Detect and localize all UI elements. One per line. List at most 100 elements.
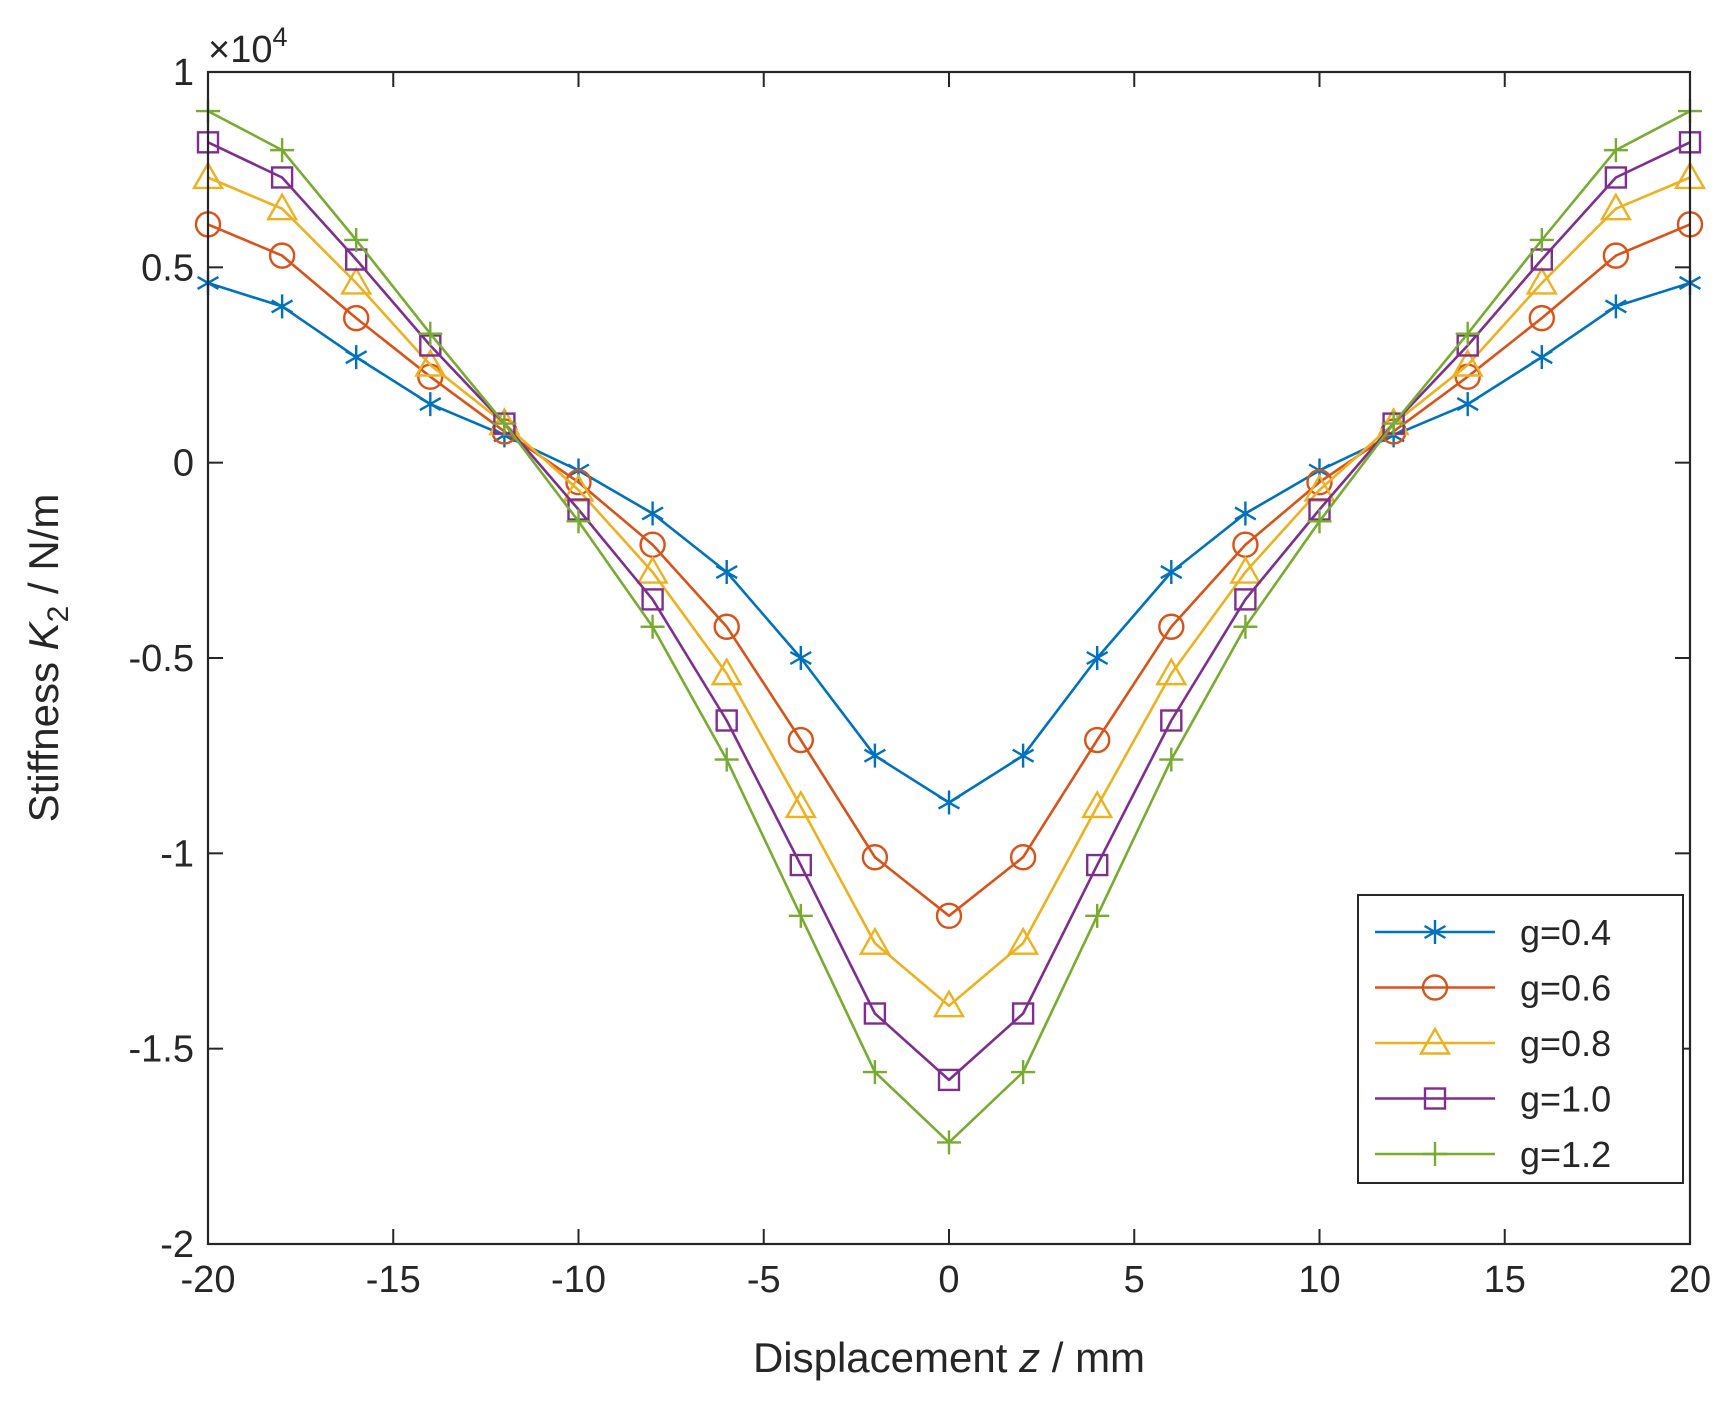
- data-point-g=0.8-7: [710, 657, 743, 686]
- data-point-g=1.0-1: [270, 166, 294, 189]
- legend-marker: [1423, 1087, 1447, 1110]
- data-point-g=0.6-5: [565, 469, 592, 496]
- series-g=0.6: [194, 211, 1704, 930]
- x-label-prefix: Displacement: [753, 1334, 1019, 1381]
- x-tick-label: 20: [1669, 1259, 1711, 1301]
- data-point-g=0.6-2: [343, 304, 370, 332]
- x-axis-label: Displacement z / mm: [753, 1334, 1145, 1381]
- data-point-g=0.4-19: [1604, 294, 1627, 319]
- legend-marker: [1418, 1026, 1452, 1055]
- y-tick-label: 1: [173, 52, 194, 94]
- y-axis-exponent: ×104: [208, 22, 288, 71]
- data-point-g=1.2-10: [937, 1130, 961, 1155]
- y-tick-label: -1.5: [129, 1029, 194, 1071]
- data-point-g=0.6-9: [861, 844, 889, 871]
- data-point-g=0.8-17: [1451, 348, 1484, 377]
- data-point-g=0.6-15: [1306, 469, 1333, 496]
- data-point-g=0.6-11: [1009, 844, 1037, 871]
- data-point-g=1.2-19: [1603, 138, 1628, 163]
- data-point-g=1.2-18: [1529, 227, 1554, 252]
- legend-entry-g=1.0: g=1.0: [1375, 1079, 1611, 1120]
- data-point-g=1.2-6: [640, 614, 665, 639]
- data-point-g=0.4-7: [715, 560, 738, 585]
- data-point-g=1.0-13: [1160, 709, 1183, 732]
- data-point-g=0.4-11: [1012, 743, 1035, 768]
- data-point-g=0.6-8: [787, 726, 814, 754]
- exponent-base: ×10: [208, 29, 272, 71]
- legend-entry-g=0.8: g=0.8: [1375, 1023, 1611, 1064]
- data-point-g=0.4-8: [789, 646, 812, 670]
- y-label-subscript: 2: [42, 606, 75, 623]
- data-point-g=0.8-14: [1229, 555, 1262, 584]
- data-point-g=0.8-2: [340, 266, 373, 295]
- data-point-g=1.2-5: [566, 509, 591, 534]
- x-tick-label: 10: [1298, 1259, 1340, 1301]
- x-tick-label: -5: [747, 1259, 781, 1301]
- data-point-g=0.8-9: [858, 926, 891, 955]
- y-label-variable: K: [20, 620, 67, 650]
- y-tick-label: 0.5: [141, 247, 194, 289]
- data-point-g=0.4-13: [1160, 560, 1183, 585]
- data-point-g=1.2-15: [1307, 509, 1332, 534]
- x-tick-label: 0: [938, 1259, 959, 1301]
- data-point-g=1.2-3: [418, 321, 443, 346]
- data-point-g=0.6-19: [1602, 242, 1630, 269]
- series-line-g=0.8: [207, 176, 1691, 1008]
- data-point-g=0.8-12: [1081, 790, 1114, 819]
- data-point-g=1.0-14: [1234, 588, 1257, 611]
- data-point-g=0.4-17: [1456, 392, 1479, 417]
- legend-marker: [1423, 1142, 1447, 1166]
- axis-ticks: -20 -15 -10 -5 0 5 10 15 20 -2 -1.5 -1 -0.5 0 0.5 1: [129, 52, 1712, 1301]
- series-g=0.4: [196, 270, 1702, 815]
- data-point-g=0.4-2: [345, 345, 368, 370]
- data-point-g=0.6-12: [1083, 726, 1111, 754]
- x-label-suffix: / mm: [1040, 1334, 1145, 1381]
- legend-marker: [1423, 920, 1447, 944]
- y-tick-label: 0: [173, 443, 194, 485]
- data-point-g=0.4-18: [1530, 345, 1553, 370]
- data-point-g=1.2-17: [1455, 321, 1480, 346]
- legend-box: [1357, 894, 1684, 1184]
- data-point-g=0.4-14: [1234, 501, 1257, 526]
- data-point-g=0.6-18: [1528, 304, 1556, 332]
- legend-label: g=1.0: [1520, 1079, 1611, 1120]
- data-point-g=0.4-9: [863, 743, 886, 768]
- data-point-g=0.4-1: [271, 294, 294, 319]
- legend-label: g=0.4: [1520, 912, 1611, 953]
- legend: g=0.4 g=0.6 g=0.8 g=1.0 g=1.2: [1357, 894, 1684, 1184]
- data-point-g=0.8-11: [1007, 926, 1040, 955]
- data-point-g=0.8-19: [1599, 192, 1632, 221]
- data-point-g=0.6-10: [935, 902, 963, 930]
- x-tick-label: -10: [551, 1259, 606, 1301]
- series-line-g=1.0: [207, 141, 1691, 1082]
- legend-label: g=0.6: [1520, 968, 1611, 1009]
- data-point-g=0.4-3: [419, 392, 442, 417]
- data-point-g=1.2-7: [714, 747, 739, 772]
- data-point-g=1.2-16: [1381, 411, 1406, 436]
- data-point-g=0.8-18: [1525, 266, 1558, 295]
- data-point-g=1.0-19: [1604, 166, 1628, 189]
- data-point-g=1.2-8: [788, 903, 813, 928]
- legend-marker: [1421, 974, 1449, 1001]
- x-tick-label: 15: [1484, 1259, 1526, 1301]
- data-point-g=1.0-7: [715, 709, 738, 732]
- data-point-g=0.8-1: [266, 192, 299, 221]
- data-point-g=0.8-10: [932, 989, 966, 1018]
- data-point-g=1.0-6: [641, 588, 664, 611]
- data-point-g=0.8-8: [784, 790, 817, 819]
- x-tick-label: -15: [366, 1259, 421, 1301]
- data-point-g=0.4-10: [937, 790, 961, 815]
- data-point-g=1.2-14: [1233, 614, 1258, 639]
- y-tick-label: -2: [160, 1224, 194, 1266]
- x-tick-label: 5: [1124, 1259, 1145, 1301]
- data-point-g=0.4-6: [641, 501, 664, 526]
- data-point-g=0.8-3: [414, 348, 447, 377]
- series-line-g=0.6: [207, 223, 1691, 918]
- legend-entry-g=0.6: g=0.6: [1375, 968, 1611, 1009]
- data-point-g=1.0-8: [789, 853, 812, 877]
- data-point-g=0.6-13: [1158, 613, 1185, 640]
- y-tick-label: -0.5: [129, 638, 194, 680]
- data-point-g=1.2-12: [1085, 903, 1110, 928]
- data-point-g=0.6-1: [268, 242, 296, 269]
